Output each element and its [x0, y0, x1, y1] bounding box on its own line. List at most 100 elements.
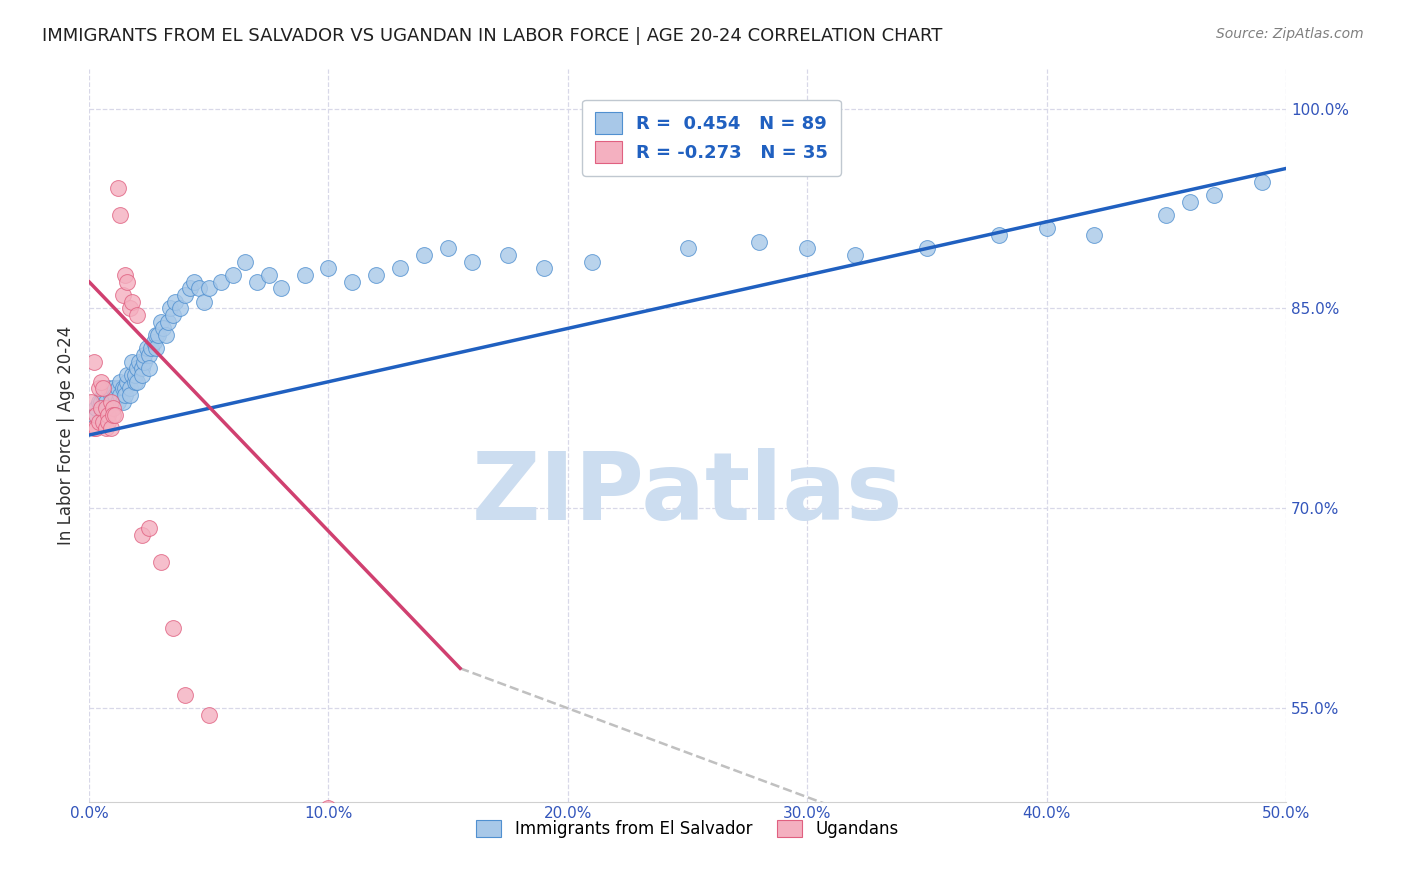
Point [131, 368, 153, 382]
Point [169, 301, 191, 316]
Point [90, 394, 112, 409]
Point [149, 315, 172, 329]
Point [97, 408, 120, 422]
Y-axis label: In Labor Force | Age 20-24: In Labor Force | Age 20-24 [58, 326, 75, 545]
Point [135, 342, 157, 356]
Point [84, 421, 107, 435]
Point [197, 708, 219, 723]
Text: Source: ZipAtlas.com: Source: ZipAtlas.com [1216, 27, 1364, 41]
Point [134, 355, 156, 369]
Point [83, 355, 105, 369]
Point [87, 415, 110, 429]
Point [97, 415, 120, 429]
Point [111, 288, 134, 302]
Point [121, 294, 143, 309]
Point [101, 381, 124, 395]
Point [108, 388, 131, 402]
Point [1180, 194, 1202, 209]
Point [121, 368, 143, 382]
Point [117, 275, 139, 289]
Point [131, 528, 153, 542]
Point [93, 401, 115, 416]
Point [162, 308, 184, 322]
Point [145, 342, 167, 356]
Point [533, 261, 555, 276]
Point [93, 381, 115, 395]
Point [101, 401, 124, 416]
Point [233, 254, 256, 268]
Point [84, 408, 107, 422]
Point [100, 388, 122, 402]
Point [246, 275, 269, 289]
Point [118, 388, 141, 402]
Point [159, 301, 181, 316]
Point [987, 228, 1010, 243]
Point [107, 381, 129, 395]
Point [121, 355, 143, 369]
Point [118, 381, 141, 395]
Point [1083, 228, 1105, 243]
Point [162, 621, 184, 635]
Legend: Immigrants from El Salvador, Ugandans: Immigrants from El Salvador, Ugandans [470, 813, 905, 845]
Point [581, 254, 603, 268]
Point [94, 401, 117, 416]
Point [90, 375, 112, 389]
Point [94, 421, 117, 435]
Point [796, 242, 818, 256]
Point [165, 294, 187, 309]
Text: IMMIGRANTS FROM EL SALVADOR VS UGANDAN IN LABOR FORCE | AGE 20-24 CORRELATION CH: IMMIGRANTS FROM EL SALVADOR VS UGANDAN I… [42, 27, 942, 45]
Point [124, 368, 146, 382]
Point [318, 261, 340, 276]
Point [108, 375, 131, 389]
Point [142, 334, 165, 349]
Point [131, 361, 153, 376]
Point [125, 308, 148, 322]
Point [83, 408, 105, 422]
Point [101, 408, 124, 422]
Point [100, 394, 122, 409]
Point [209, 275, 232, 289]
Point [80, 394, 103, 409]
Point [222, 268, 245, 282]
Point [1035, 221, 1057, 235]
Point [101, 401, 124, 416]
Point [107, 394, 129, 409]
Point [90, 401, 112, 416]
Point [915, 242, 938, 256]
Point [84, 401, 107, 416]
Point [111, 381, 134, 395]
Point [366, 268, 388, 282]
Point [118, 301, 141, 316]
Point [114, 388, 136, 402]
Point [97, 381, 120, 395]
Point [141, 342, 163, 356]
Point [257, 268, 280, 282]
Point [108, 208, 131, 222]
Point [197, 281, 219, 295]
Point [1154, 208, 1177, 222]
Point [100, 421, 122, 435]
Point [148, 328, 170, 343]
Point [496, 248, 519, 262]
Point [270, 281, 292, 295]
Point [1251, 175, 1274, 189]
Point [173, 688, 195, 702]
Point [104, 408, 127, 422]
Point [125, 361, 148, 376]
Text: ZIPatlas: ZIPatlas [472, 448, 903, 540]
Point [389, 261, 412, 276]
Point [87, 381, 110, 395]
Point [149, 555, 172, 569]
Point [117, 368, 139, 382]
Point [93, 415, 115, 429]
Point [173, 288, 195, 302]
Point [1204, 188, 1226, 202]
Point [342, 275, 364, 289]
Point [134, 348, 156, 362]
Point [145, 328, 167, 343]
Point [93, 388, 115, 402]
Point [748, 235, 770, 249]
Point [111, 394, 134, 409]
Point [155, 328, 177, 343]
Point [183, 275, 205, 289]
